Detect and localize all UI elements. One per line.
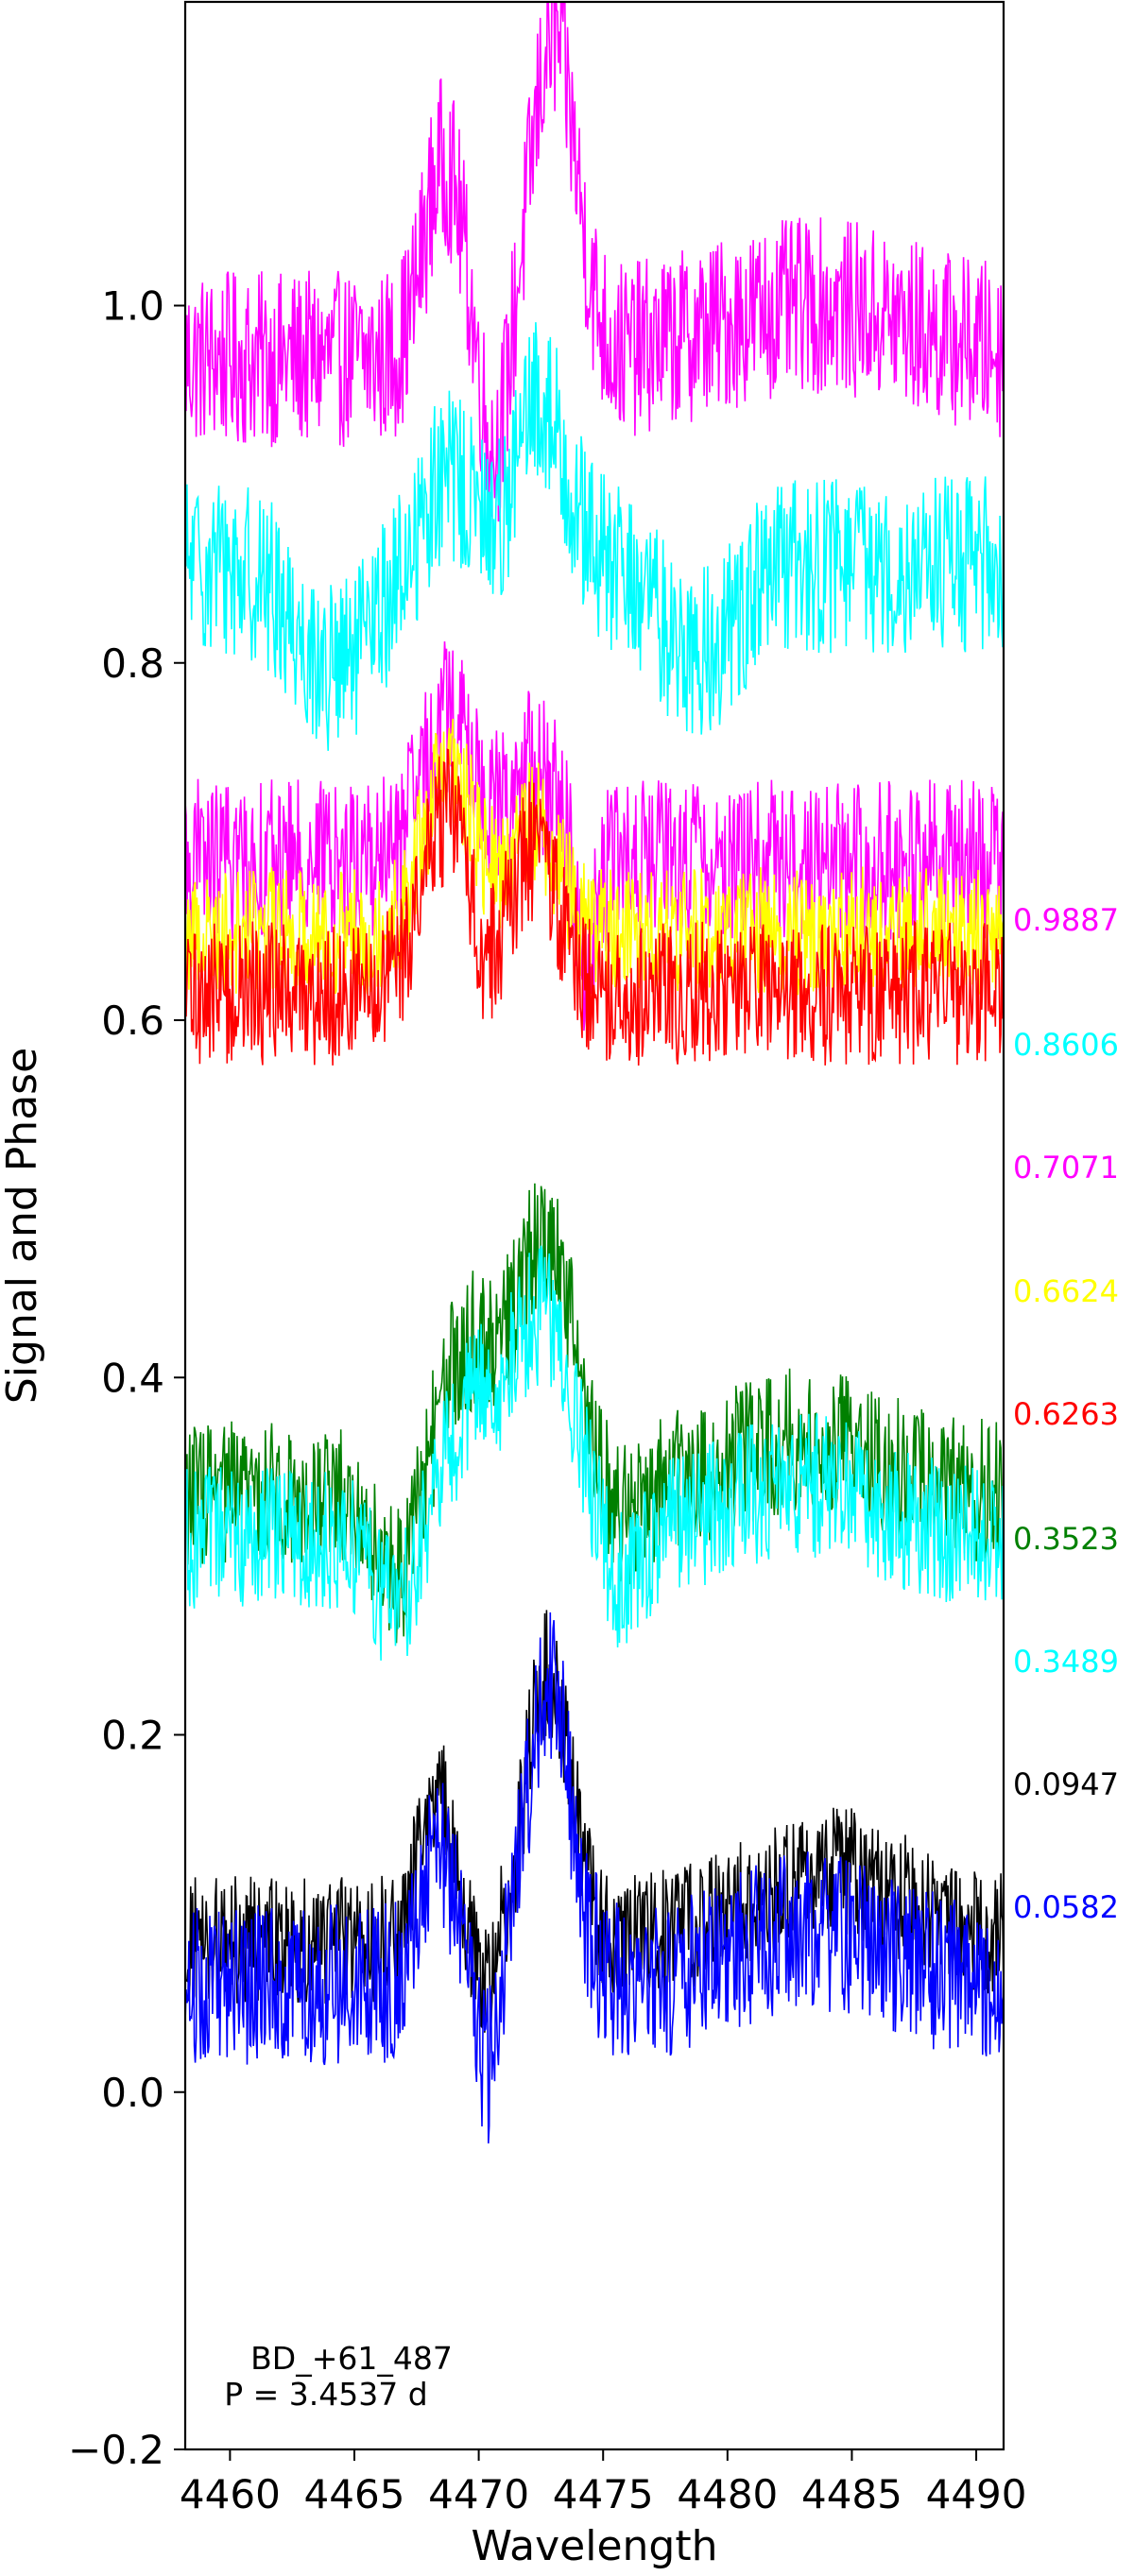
phase-label: 0.3489 bbox=[1013, 1644, 1119, 1680]
phase-label: 0.0947 bbox=[1013, 1766, 1119, 1802]
series-layer bbox=[185, 2, 1004, 2144]
y-axis-title: Signal and Phase bbox=[0, 1048, 46, 1404]
x-axis-title: Wavelength bbox=[471, 2522, 717, 2570]
y-tick-label: 0.4 bbox=[101, 1355, 164, 1401]
y-tick-label: −0.2 bbox=[68, 2427, 164, 2473]
y-tick-label: 0.0 bbox=[101, 2070, 164, 2116]
series-line-0_0582 bbox=[185, 1612, 1004, 2144]
series-line-0_6263 bbox=[185, 748, 1004, 1066]
phase-label: 0.6263 bbox=[1013, 1396, 1119, 1432]
annotation-star-name: BD_+61_487 bbox=[250, 2340, 453, 2377]
phase-label: 0.7071 bbox=[1013, 1150, 1119, 1186]
y-axis: −0.2 0.0 0.2 0.4 0.6 0.8 1.0 bbox=[68, 283, 185, 2473]
series-line-0_9887 bbox=[185, 2, 1004, 522]
x-tick-label: 4490 bbox=[926, 2471, 1027, 2517]
y-tick-label: 0.2 bbox=[101, 1713, 164, 1759]
x-tick-label: 4470 bbox=[428, 2471, 529, 2517]
series-line-0_8606 bbox=[185, 322, 1004, 751]
phase-label: 0.0582 bbox=[1013, 1889, 1119, 1925]
series-line-0_6624 bbox=[185, 718, 1004, 997]
y-tick-label: 0.8 bbox=[101, 640, 164, 687]
x-tick-label: 4480 bbox=[677, 2471, 778, 2517]
plot-frame bbox=[183, 0, 1005, 2451]
x-tick-label: 4465 bbox=[304, 2471, 405, 2517]
phase-label-list: 0.9887 0.8606 0.7071 0.6624 0.6263 0.3523 0.34… bbox=[1013, 902, 1119, 1925]
annotation-period: P = 3.4537 d bbox=[224, 2376, 427, 2413]
series-line-0_3523 bbox=[185, 1183, 1004, 1644]
x-axis: 4460 4465 4470 4475 4480 4485 4490 bbox=[180, 2449, 1027, 2517]
phase-label: 0.6624 bbox=[1013, 1273, 1119, 1309]
y-tick-label: 0.6 bbox=[101, 998, 164, 1044]
phase-label: 0.9887 bbox=[1013, 902, 1119, 938]
x-tick-label: 4475 bbox=[553, 2471, 654, 2517]
y-tick-label: 1.0 bbox=[101, 283, 164, 330]
x-tick-label: 4460 bbox=[180, 2471, 281, 2517]
series-line-0_3489 bbox=[185, 1245, 1004, 1661]
phase-label: 0.3523 bbox=[1013, 1521, 1119, 1557]
phase-label: 0.8606 bbox=[1013, 1027, 1119, 1063]
x-tick-label: 4485 bbox=[801, 2471, 902, 2517]
